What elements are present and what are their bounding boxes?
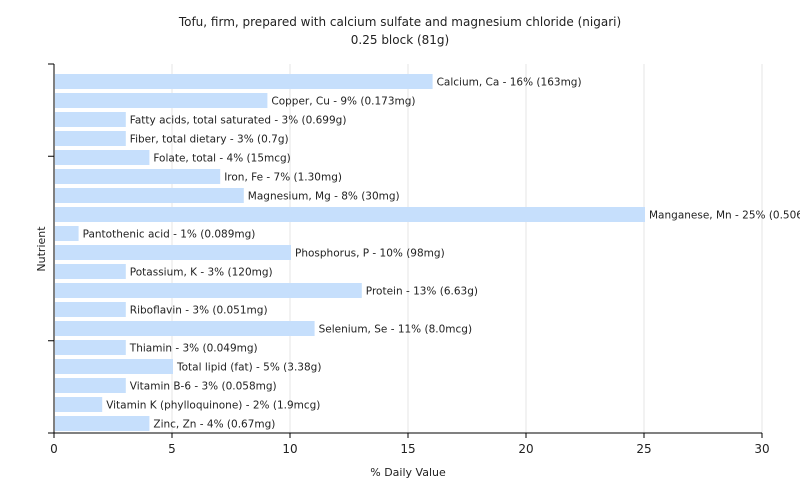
bar <box>55 359 173 374</box>
bar <box>55 397 103 412</box>
bar-data-label: Manganese, Mn - 25% (0.506mg) <box>649 210 800 222</box>
chart-title: Tofu, firm, prepared with calcium sulfat… <box>178 15 621 29</box>
x-tick-label: 20 <box>518 442 533 456</box>
bar-data-label: Calcium, Ca - 16% (163mg) <box>437 77 582 89</box>
bar <box>55 378 126 393</box>
x-tick-label: 25 <box>636 442 651 456</box>
bar <box>55 207 645 222</box>
bar-data-label: Vitamin K (phylloquinone) - 2% (1.9mcg) <box>106 400 320 412</box>
bar <box>55 188 244 203</box>
bar-data-label: Vitamin B-6 - 3% (0.058mg) <box>130 381 277 393</box>
bar-data-label: Pantothenic acid - 1% (0.089mg) <box>83 229 256 241</box>
x-tick-label: 15 <box>400 442 415 456</box>
bar <box>55 416 150 431</box>
x-tick-label: 30 <box>754 442 769 456</box>
bar <box>55 264 126 279</box>
bar <box>55 150 150 165</box>
bar-data-label: Riboflavin - 3% (0.051mg) <box>130 305 268 317</box>
bar <box>55 74 433 89</box>
bar-data-label: Fatty acids, total saturated - 3% (0.699… <box>130 115 347 127</box>
bar-data-label: Protein - 13% (6.63g) <box>366 286 478 298</box>
x-tick-label: 10 <box>282 442 297 456</box>
bar <box>55 283 362 298</box>
bar <box>55 131 126 146</box>
bar-data-label: Fiber, total dietary - 3% (0.7g) <box>130 134 289 146</box>
y-axis-label: Nutrient <box>35 226 48 272</box>
bar <box>55 226 79 241</box>
axes: 0 5 10 15 20 25 30 <box>48 63 770 456</box>
bars: Calcium, Ca - 16% (163mg) Copper, Cu - 9%… <box>55 74 800 431</box>
bar <box>55 321 315 336</box>
bar-data-label: Phosphorus, P - 10% (98mg) <box>295 248 445 260</box>
bar-data-label: Potassium, K - 3% (120mg) <box>130 267 273 279</box>
x-tick-label: 5 <box>168 442 176 456</box>
bar-data-label: Thiamin - 3% (0.049mg) <box>129 343 258 355</box>
bar <box>55 245 291 260</box>
bar <box>55 93 268 108</box>
bar-data-label: Copper, Cu - 9% (0.173mg) <box>271 96 415 108</box>
x-tick-label: 0 <box>50 442 58 456</box>
bar <box>55 112 126 127</box>
bar-data-label: Selenium, Se - 11% (8.0mcg) <box>319 324 472 336</box>
bar <box>55 302 126 317</box>
bar-data-label: Iron, Fe - 7% (1.30mg) <box>224 172 342 184</box>
bar-data-label: Magnesium, Mg - 8% (30mg) <box>248 191 400 203</box>
bar <box>55 340 126 355</box>
bar-data-label: Zinc, Zn - 4% (0.67mg) <box>153 419 275 431</box>
bar-data-label: Total lipid (fat) - 5% (3.38g) <box>176 362 321 374</box>
bar-data-label: Folate, total - 4% (15mcg) <box>153 153 290 165</box>
x-axis-label: % Daily Value <box>370 466 446 479</box>
bar <box>55 169 221 184</box>
chart-subtitle: 0.25 block (81g) <box>351 33 449 47</box>
